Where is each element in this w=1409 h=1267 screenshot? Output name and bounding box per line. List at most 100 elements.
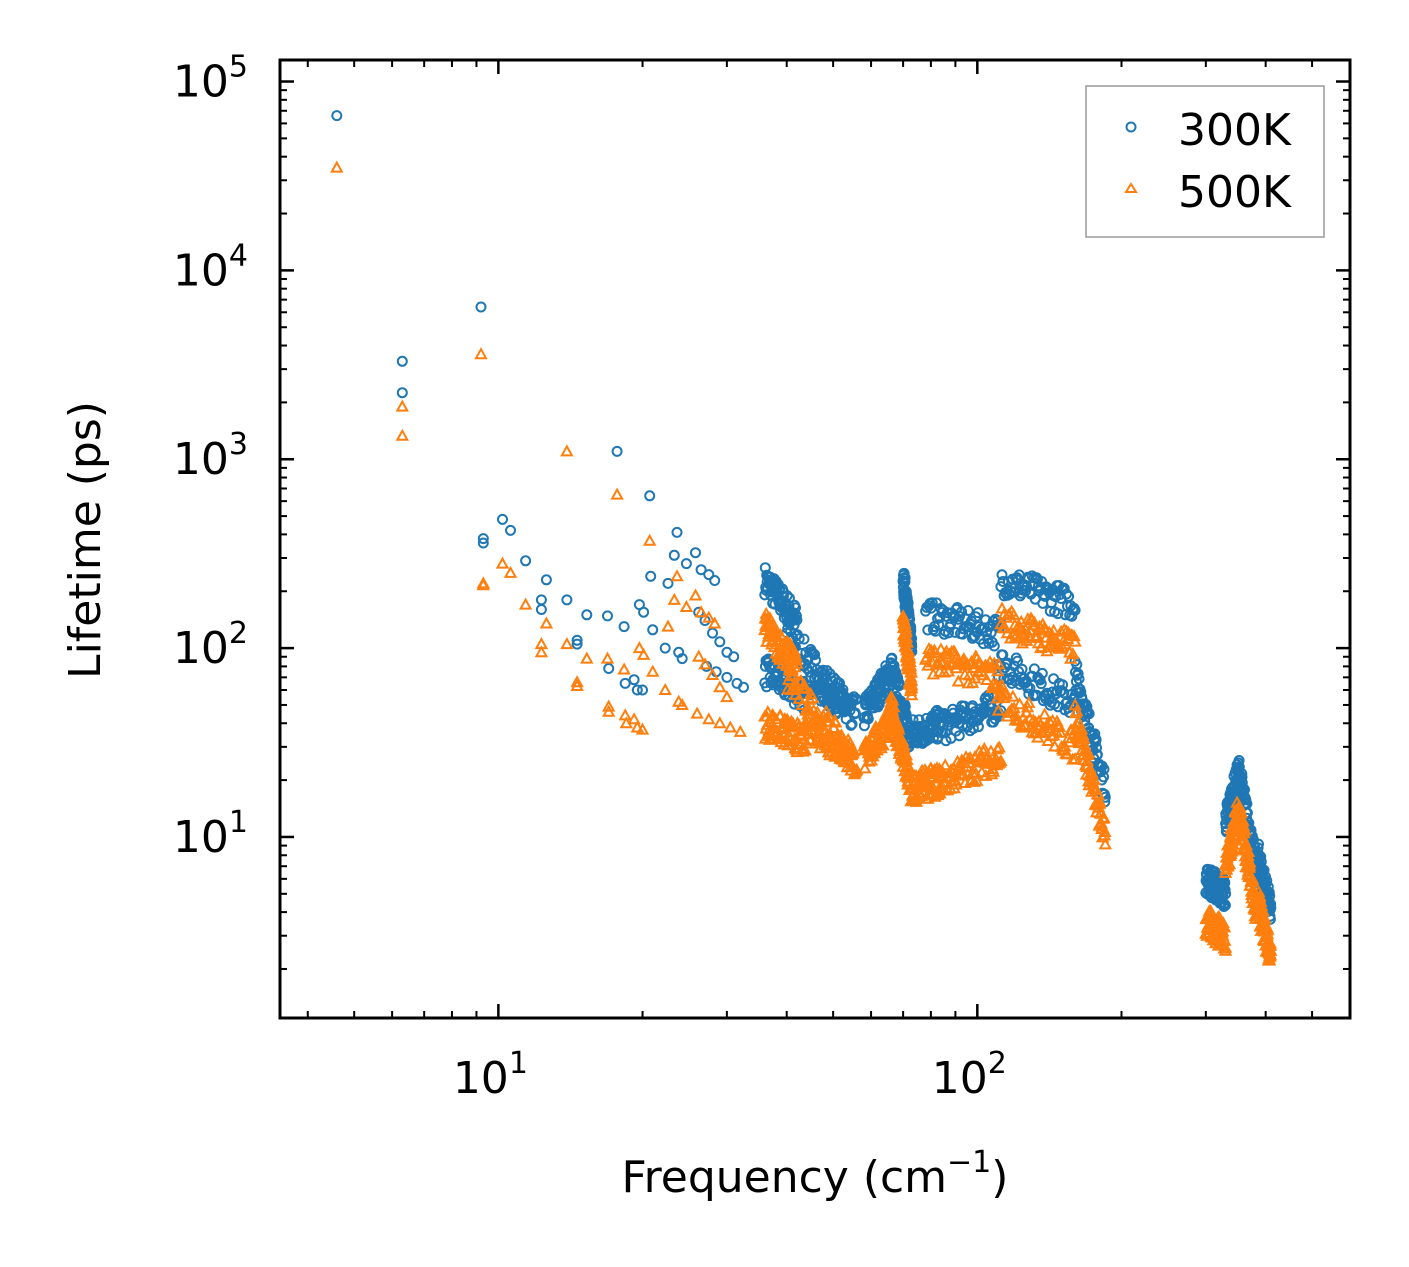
data-point-500k [690,706,704,719]
data-point-500k [670,569,684,582]
data-point-500k [1037,707,1052,720]
data-point-300k [1072,668,1084,680]
data-point-300k [631,684,643,696]
data-point-500k [986,764,1001,777]
data-point-300k [1061,588,1072,600]
data-point-300k [1091,742,1102,754]
legend-marker-300k [1125,121,1137,133]
data-point-300k [668,549,680,561]
data-point-500k [796,744,810,757]
data-point-500k [667,592,681,605]
y-axis-label: Lifetime (ps) [60,401,111,679]
data-point-300k [1062,702,1074,714]
data-point-300k [659,642,671,654]
data-point-300k [581,609,593,621]
data-point-500k [899,748,914,761]
data-point-300k [1073,673,1085,685]
data-point-300k [703,569,715,581]
data-point-300k [644,490,656,502]
data-point-300k [1098,771,1109,783]
data-point-300k [846,718,858,730]
data-point-500k [858,761,872,774]
data-point-500k [395,399,409,412]
data-point-300k [1220,888,1232,900]
data-point-500k [602,704,616,717]
data-point-300k [972,607,984,619]
data-point-300k [520,555,532,567]
data-point-500k [1022,629,1036,642]
legend-marker-500k [1124,182,1138,193]
data-point-500k [1053,725,1068,738]
tick-labels-layer: 101 102 101 102 103 104 105 [173,50,1007,1104]
data-point-300k [571,638,583,650]
data-point-300k [790,610,802,622]
data-point-300k [618,621,630,633]
data-point-300k [988,640,1000,652]
data-point-300k [899,572,911,584]
data-point-500k [570,675,584,688]
data-point-300k [695,564,707,576]
data-point-500k [992,657,1006,670]
data-point-300k [809,649,821,661]
data-point-500k [635,722,650,735]
data-point-500k [790,656,804,669]
data-point-300k [497,513,508,525]
data-point-300k [1219,899,1231,911]
data-point-500k [692,649,706,662]
data-point-300k [778,587,790,599]
data-point-300k [637,684,648,696]
data-point-300k [953,730,965,742]
data-point-300k [1075,686,1087,698]
data-point-300k [848,691,860,703]
data-point-500k [1264,943,1278,956]
data-point-500k [474,347,488,360]
data-point-500k [841,737,855,750]
data-point-500k [694,605,708,618]
data-point-300k [680,558,692,570]
data-point-300k [619,677,631,689]
data-point-500k [632,641,647,654]
data-point-500k [1018,718,1033,731]
data-point-500k [1013,697,1027,710]
data-point-500k [330,160,344,173]
data-point-300k [1236,771,1248,783]
legend-box [1085,85,1325,238]
data-point-500k [1226,843,1240,856]
data-point-300k [331,110,343,122]
y-tick-label: 101 [173,805,248,863]
data-point-500k [733,724,747,737]
y-tick-label: 104 [173,238,248,296]
data-point-500k [679,599,694,612]
data-point-500k [580,651,594,664]
data-point-500k [761,705,775,718]
data-point-500k [803,692,817,705]
data-point-500k [395,428,409,441]
data-point-500k [1226,837,1240,850]
data-point-500k [968,671,982,684]
data-point-500k [818,726,832,739]
data-point-300k [721,671,733,683]
data-point-500k [798,681,812,694]
data-point-500k [1212,909,1226,922]
data-point-300k [997,576,1009,587]
data-point-500k [798,743,812,756]
data-point-500k [675,697,689,710]
data-point-500k [922,641,936,654]
legend: 300K 500K [1085,85,1325,238]
data-point-500k [789,652,804,665]
data-point-500k [1026,713,1040,726]
data-point-300k [561,594,573,606]
data-point-500k [560,637,574,650]
data-point-500k [844,759,858,772]
data-point-300k [837,684,849,696]
y-tick-label: 105 [173,50,248,108]
data-point-500k [720,690,734,703]
data-point-500k [1231,808,1245,821]
data-point-500k [705,667,720,680]
data-point-500k [1241,844,1256,857]
data-point-300k [798,633,810,645]
data-point-500k [630,720,644,733]
data-point-300k [781,590,793,602]
data-point-300k [1058,582,1070,594]
